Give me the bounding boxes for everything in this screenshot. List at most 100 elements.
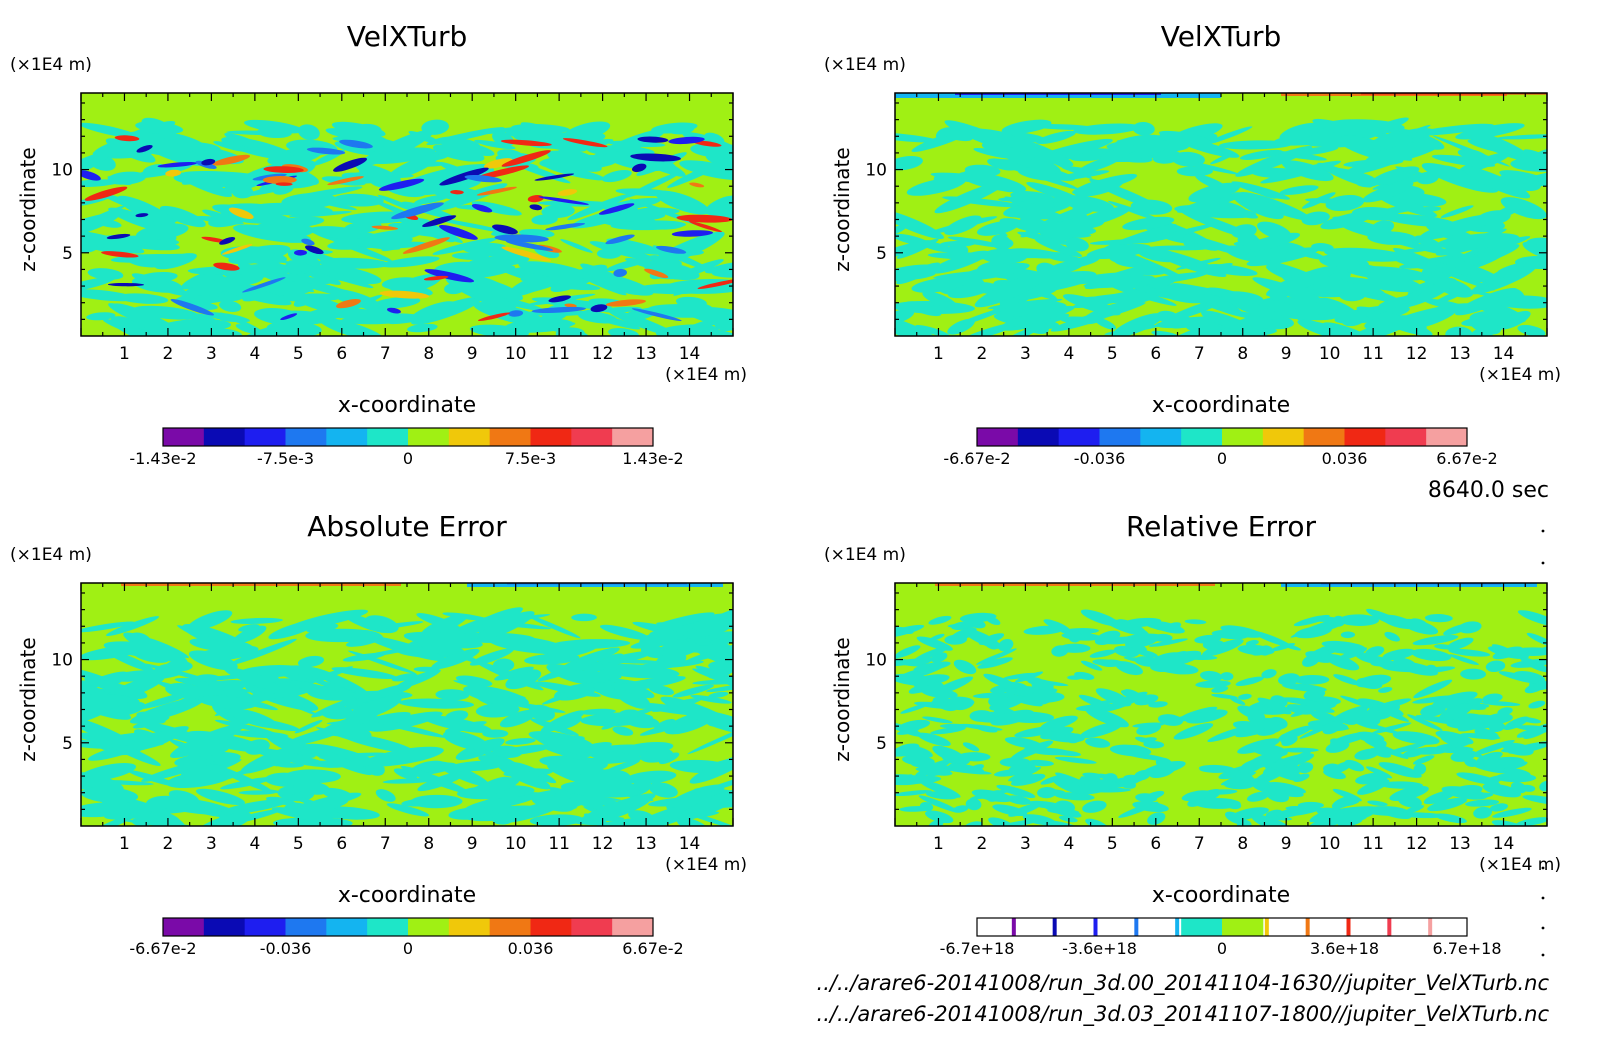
contour-cell — [895, 309, 915, 324]
contour-cell — [407, 323, 438, 333]
contour-cell — [81, 151, 111, 180]
contour-cell — [1489, 803, 1509, 812]
contour-cell — [1149, 765, 1176, 779]
contour-cell — [301, 238, 315, 246]
contour-cell — [1473, 739, 1515, 756]
contour-cell — [451, 252, 490, 261]
contour-cell — [280, 313, 298, 321]
contour-cell — [962, 742, 980, 752]
contour-cell — [453, 141, 495, 156]
contour-cell — [1228, 769, 1241, 776]
colorbar-tick-label: 7.5e-3 — [505, 449, 556, 468]
contour-cell — [192, 318, 224, 335]
contour-cell — [1446, 637, 1474, 651]
contour-cell — [157, 162, 197, 168]
contour-cell — [305, 245, 324, 255]
x-tick-label: 7 — [380, 344, 391, 364]
contour-cell — [180, 764, 227, 778]
x-tick-label: 14 — [1493, 834, 1515, 854]
contour-cell — [1460, 668, 1487, 680]
x-tick-label: 9 — [467, 344, 478, 364]
contour-cell — [106, 233, 131, 240]
contour-cell — [231, 185, 254, 199]
contour-cell — [1412, 635, 1459, 646]
contour-cell — [1522, 241, 1547, 258]
contour-cell — [1393, 657, 1417, 670]
contour-cell — [601, 170, 632, 183]
contour-cell — [127, 770, 181, 788]
contour-cell — [268, 281, 315, 296]
contour-cell — [947, 623, 982, 629]
contour-cell — [981, 248, 1028, 264]
contour-cell — [1465, 799, 1500, 807]
contour-cell — [529, 814, 584, 826]
contour-cell — [1526, 632, 1547, 648]
colorbar-tick-label: 0.036 — [508, 939, 554, 958]
y-axis: 5 10 — [865, 592, 1547, 810]
x-tick-label: 2 — [163, 344, 174, 364]
contour-cell — [1010, 740, 1054, 760]
contour-cell — [474, 139, 516, 150]
contour-cell — [262, 176, 297, 184]
contour-cell — [1294, 625, 1332, 639]
contour-cell — [1517, 324, 1546, 336]
contour-cell — [319, 752, 386, 759]
contour-cell — [363, 746, 444, 767]
contour-cell — [895, 790, 933, 797]
contour-cell — [1323, 119, 1405, 134]
contour-cell — [1473, 806, 1493, 819]
source-file-2: ../../arare6-20141008/run_3d.03_20141107… — [817, 1002, 1550, 1027]
contour-cell — [1113, 645, 1140, 658]
contour-cell — [1472, 792, 1494, 798]
contour-cell — [1378, 686, 1393, 693]
contour-cell — [947, 318, 975, 335]
colorbar-tick-label: 1.43e-2 — [622, 449, 683, 468]
contour-cell — [895, 225, 907, 235]
contour-cell — [360, 129, 434, 167]
contour-cell — [1257, 697, 1292, 715]
contour-cell — [1094, 317, 1116, 330]
x-axis-label: x-coordinate — [1152, 883, 1290, 908]
contour-cell — [379, 290, 430, 299]
contour-cell — [612, 726, 634, 736]
contour-cell — [298, 124, 320, 141]
contour-cell — [1450, 749, 1476, 762]
contour-cell — [1378, 762, 1422, 778]
contour-cell — [1368, 698, 1412, 712]
contour-cell — [1074, 178, 1124, 197]
contour-cell — [917, 732, 951, 747]
heatmap-field — [895, 583, 1547, 826]
contour-cell — [610, 220, 687, 231]
contour-cell — [1323, 763, 1340, 773]
contour-cell — [1362, 712, 1381, 726]
contour-cell — [1423, 789, 1457, 805]
contour-cell — [895, 131, 940, 143]
contour-cell — [1199, 767, 1225, 773]
contour-cell — [215, 719, 275, 734]
contour-cell — [1476, 210, 1511, 226]
contour-cell — [386, 307, 401, 314]
contour-cell — [391, 202, 444, 220]
contour-cell — [316, 308, 383, 319]
contour-cell — [947, 282, 994, 299]
contour-cell — [230, 641, 257, 659]
contour-cell — [1394, 303, 1472, 323]
contour-cell — [81, 694, 131, 712]
contour-cell — [518, 261, 590, 280]
contour-cell — [589, 668, 618, 683]
contour-cell — [275, 293, 346, 302]
contour-cell — [1513, 671, 1546, 684]
contour-cell — [1085, 818, 1108, 826]
contour-cell — [655, 190, 710, 215]
x-tick-label: 8 — [1237, 344, 1248, 364]
contour-cell — [1151, 330, 1181, 336]
contour-cell — [103, 669, 183, 682]
top-band — [1281, 583, 1537, 587]
contour-cell — [1330, 738, 1347, 749]
contour-cell — [545, 222, 586, 231]
contour-cell — [275, 182, 293, 186]
x-unit-label: (×1E4 m) — [1479, 855, 1561, 875]
contour-cell — [1365, 646, 1385, 658]
contour-cell — [1014, 213, 1068, 220]
contour-cell — [1355, 731, 1385, 743]
